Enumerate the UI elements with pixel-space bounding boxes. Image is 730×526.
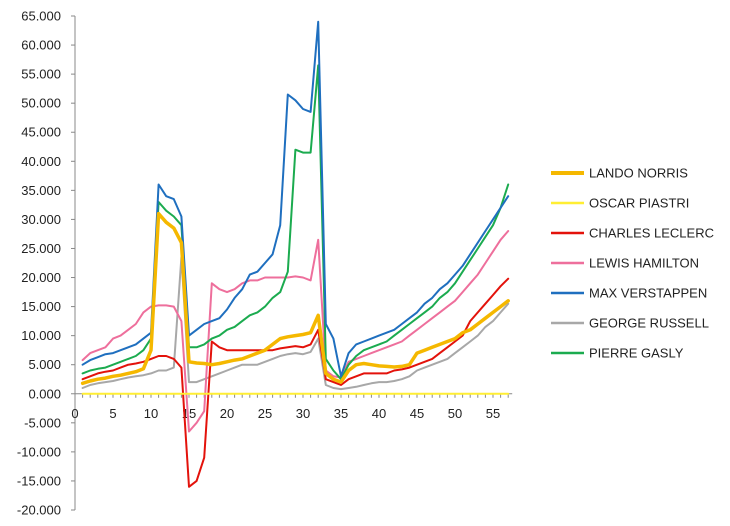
x-tick-label: 30	[296, 406, 310, 421]
y-tick-label: -20.000	[17, 503, 61, 518]
x-tick-label: 45	[410, 406, 424, 421]
series-line-charles-leclerc	[81, 277, 510, 488]
x-axis: 0 5 10 15 20 25 30 35 40 45 50 55	[71, 393, 513, 421]
y-tick-label: -10.000	[17, 444, 61, 459]
y-tick-label: 30.000	[21, 212, 61, 227]
legend-label: LANDO NORRIS	[589, 166, 688, 181]
y-tick-label: 50.000	[21, 96, 61, 111]
legend-label: MAX VERSTAPPEN	[589, 286, 707, 301]
x-tick-label: 20	[220, 406, 234, 421]
y-tick-label: 45.000	[21, 125, 61, 140]
x-tick-label: 5	[109, 406, 116, 421]
x-tick-label: 50	[448, 406, 462, 421]
series-layer	[80, 20, 510, 488]
y-tick-label: 20.000	[21, 270, 61, 285]
series-line-lewis-hamilton	[81, 230, 510, 433]
y-tick-label: -15.000	[17, 473, 61, 488]
x-tick-label: 25	[258, 406, 272, 421]
y-tick-label: 60.000	[21, 38, 61, 53]
y-tick-label: 35.000	[21, 183, 61, 198]
x-tick-label: 0	[71, 406, 78, 421]
x-tick-label: 10	[144, 406, 158, 421]
y-tick-label: 65.000	[21, 9, 61, 24]
x-tick-label: 55	[486, 406, 500, 421]
y-tick-label: 55.000	[21, 67, 61, 82]
legend-label: PIERRE GASLY	[589, 346, 684, 361]
legend-label: LEWIS HAMILTON	[589, 256, 699, 271]
legend-label: OSCAR PIASTRI	[589, 196, 689, 211]
legend: LANDO NORRIS OSCAR PIASTRI CHARLES LECLERC…	[551, 166, 714, 361]
y-tick-label: 5.000	[28, 357, 61, 372]
series-line-max-verstappen	[81, 20, 510, 378]
y-tick-label: 15.000	[21, 299, 61, 314]
x-tick-label: 35	[334, 406, 348, 421]
y-tick-label: 40.000	[21, 154, 61, 169]
series-line-lando-norris	[80, 211, 510, 386]
y-tick-label: 0.000	[28, 386, 61, 401]
legend-label: GEORGE RUSSELL	[589, 316, 709, 331]
series-line-george-russell	[81, 256, 510, 391]
y-axis: -20.000 -15.000 -10.000 -5.000 0.000 5.000 10.…	[17, 9, 76, 518]
x-tick-label: 40	[372, 406, 386, 421]
legend-label: CHARLES LECLERC	[589, 226, 714, 241]
y-tick-label: 10.000	[21, 328, 61, 343]
y-tick-label: 25.000	[21, 241, 61, 256]
y-tick-label: -5.000	[24, 415, 61, 430]
series-line-pierre-gasly	[81, 64, 510, 381]
